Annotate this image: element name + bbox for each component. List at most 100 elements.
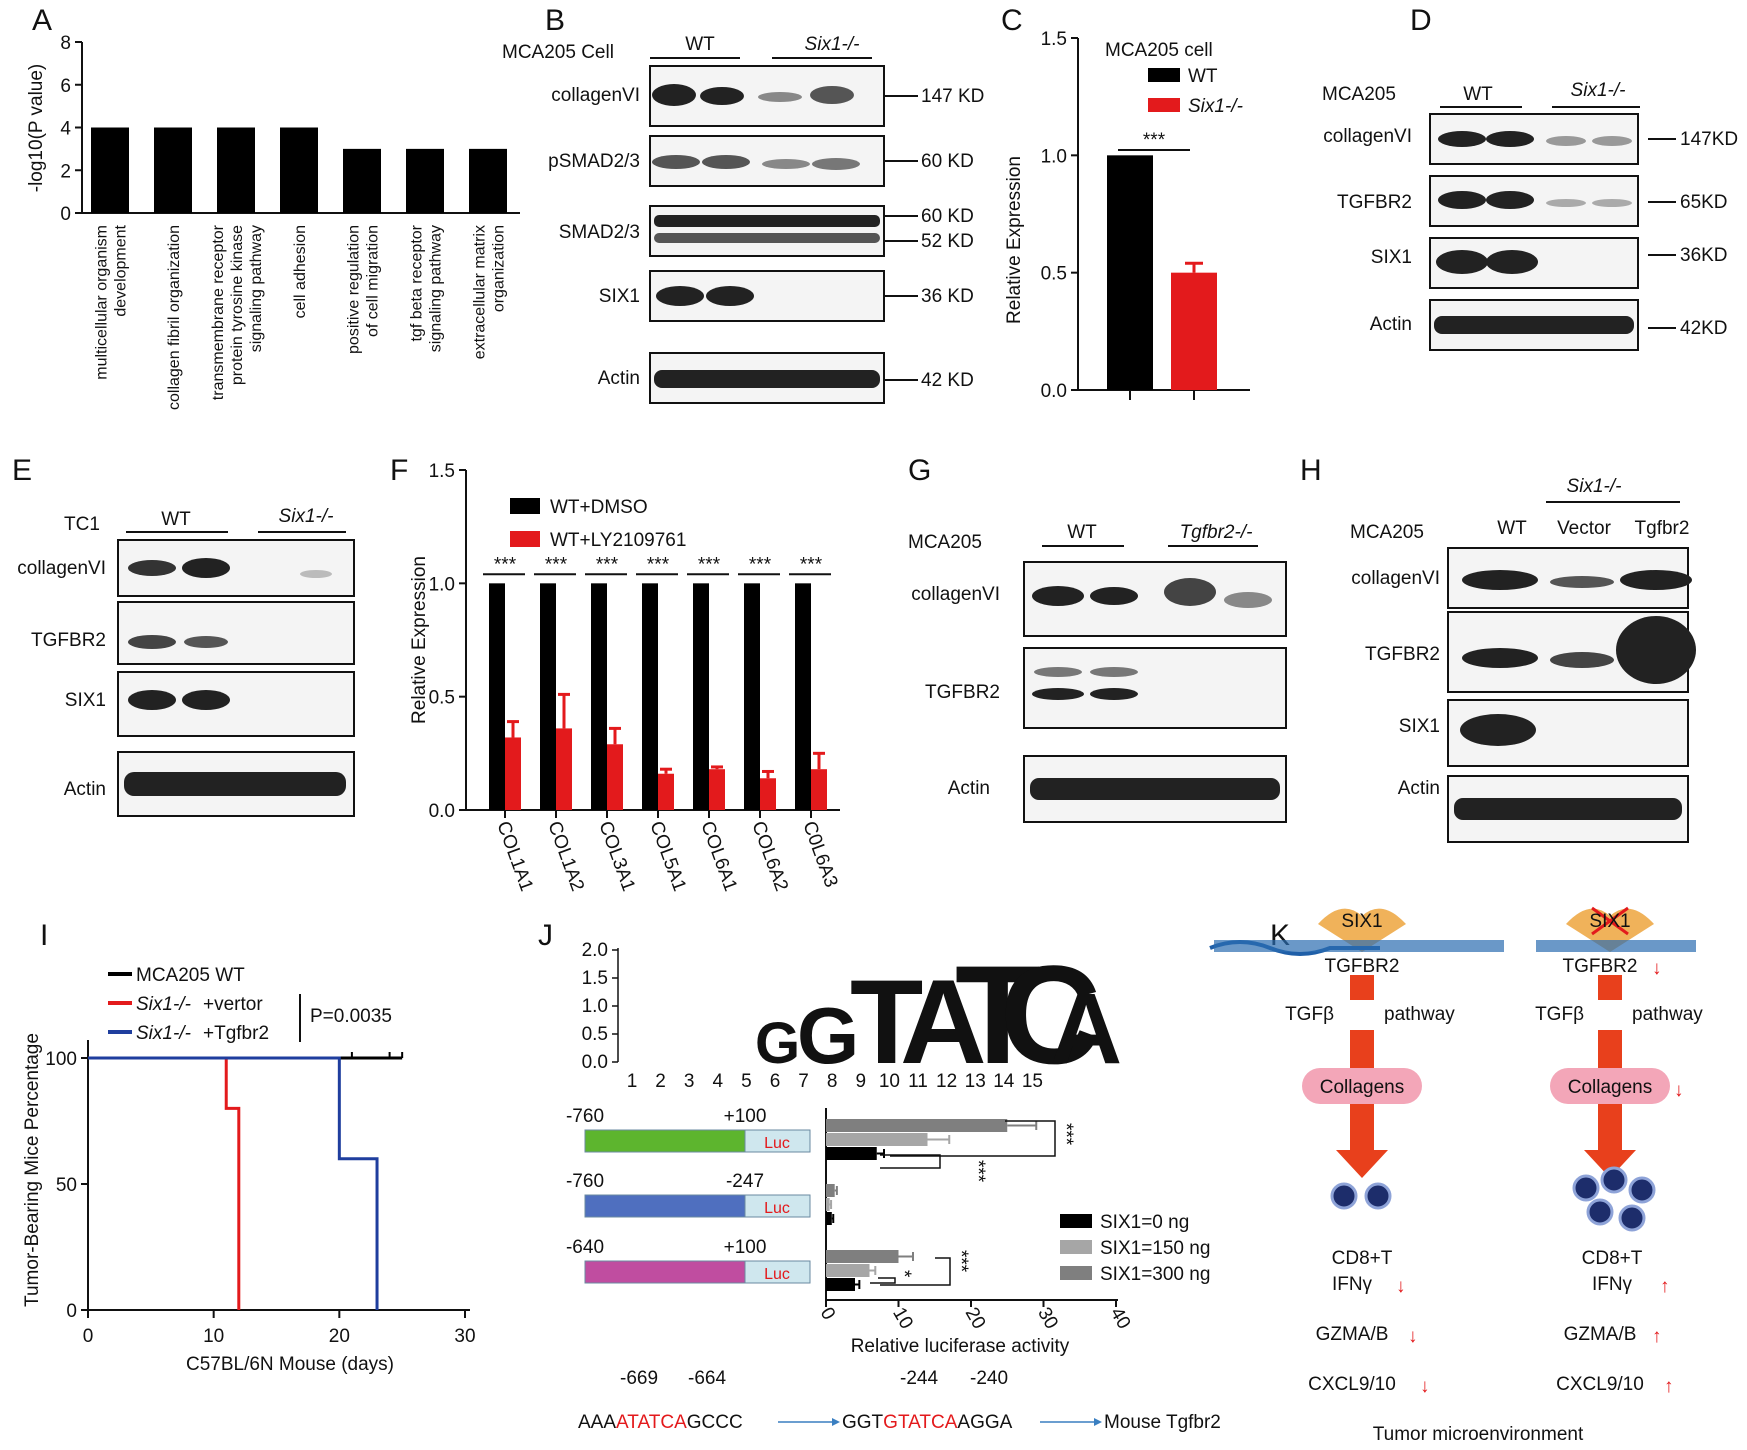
- panel-f-y-label: Relative Expression: [409, 556, 430, 724]
- panel-letter-h: H: [1300, 454, 1322, 487]
- panel-letter-j: J: [538, 919, 553, 952]
- construct-end: +100: [724, 1237, 767, 1258]
- seq-pos-2b: -240: [970, 1368, 1008, 1389]
- blot-e-row-1: collagenVI: [17, 558, 106, 579]
- construct-start: -640: [566, 1237, 604, 1258]
- legend-c-label-2: Six1-/-: [1188, 96, 1243, 117]
- logo-position-label: 11: [908, 1071, 928, 1092]
- construct-luc-label: Luc: [764, 1266, 790, 1283]
- panel-a-category-label: tgf beta receptor signaling pathway: [409, 224, 445, 352]
- logo-position-label: 14: [993, 1071, 1015, 1092]
- k-cxcl-right: CXCL9/10: [1556, 1374, 1644, 1395]
- panel-j-xtick-label: 40: [1106, 1304, 1135, 1333]
- panel-f-bar: [744, 583, 760, 810]
- logo-position-label: 15: [1022, 1071, 1043, 1092]
- panel-a-ytick-label: 2: [60, 161, 71, 182]
- panel-j-xtick-label: 10: [888, 1304, 917, 1333]
- panel-letter-b: B: [545, 4, 565, 37]
- panel-f-sig: ***: [596, 554, 619, 575]
- panel-h-western-blot: Six1-/- MCA205 WT Vector Tgfbr2 collagen…: [1350, 476, 1696, 843]
- panel-c-significance: ***: [1143, 130, 1166, 151]
- k-cd8-left: CD8+T: [1332, 1248, 1393, 1269]
- panel-c-bar: [1107, 155, 1153, 390]
- panel-j-bar: [826, 1119, 1008, 1132]
- panel-i-series-line: [88, 1056, 241, 1310]
- blot-b-kd-1: 147 KD: [921, 86, 984, 107]
- logo-position-label: 8: [827, 1071, 838, 1092]
- panel-a-bar: [280, 127, 318, 213]
- construct-promoter: [584, 1260, 746, 1284]
- panel-a-category-line: of cell migration: [365, 225, 382, 337]
- legend-f-label-2: WT+LY2109761: [550, 530, 686, 551]
- k-arrow-down-3: ↓: [1420, 1376, 1430, 1397]
- construct-promoter: [584, 1194, 746, 1218]
- panel-a-category-line: collagen fibril organization: [166, 225, 183, 410]
- legend-f-swatch-2: [510, 531, 540, 547]
- construct-luc-label: Luc: [764, 1135, 790, 1152]
- k-gzm-right: GZMA/B: [1564, 1324, 1637, 1345]
- panel-a-bar: [91, 127, 129, 213]
- panel-j-bar: [826, 1147, 877, 1160]
- panel-f-bar: [489, 583, 505, 810]
- panel-i-x-label: C57BL/6N Mouse (days): [186, 1354, 394, 1375]
- k-pathway-left-a: TGFβ: [1285, 1004, 1334, 1025]
- panel-a-category-line: signaling pathway: [428, 225, 445, 352]
- blot-d-row-3: SIX1: [1371, 247, 1412, 268]
- blot-b-kd-5: 36 KD: [921, 286, 974, 307]
- blot-e-row-3: SIX1: [65, 690, 106, 711]
- seq-pos-2a: -244: [900, 1368, 938, 1389]
- construct-luc: [744, 1129, 811, 1153]
- blot-h-header: MCA205: [1350, 522, 1424, 543]
- legend-j-label-3: SIX1=300 ng: [1100, 1264, 1210, 1285]
- panel-a-ytick-label: 0: [60, 204, 71, 225]
- k-gene-left: TGFBR2: [1325, 956, 1400, 977]
- blot-g-group-ko: Tgfbr2-/-: [1180, 522, 1253, 543]
- panel-f-bar: [540, 583, 556, 810]
- k-pathway-right-a: TGFβ: [1535, 1004, 1584, 1025]
- blot-h-row-2: TGFBR2: [1365, 644, 1440, 665]
- panel-j-bar: [826, 1133, 928, 1146]
- panel-a-bar-chart: -log10(P value) 0 2 4 6 8 multicellular orga…: [26, 33, 520, 410]
- panel-a-category-label: extracellular matrix organization: [472, 225, 508, 359]
- panel-a-ytick-label: 4: [60, 119, 71, 140]
- logo-letter-a1: A: [900, 955, 987, 1089]
- panel-g-western-blot: MCA205 WT Tgfbr2-/- collagenVI TGFBR2 Ac…: [908, 522, 1287, 823]
- k-footer: Tumor microenvironment: [1373, 1424, 1584, 1445]
- panel-f-category-label: C0L6A3: [798, 819, 841, 891]
- panel-f-category-label: COL5A1: [645, 819, 690, 895]
- panel-letter-c: C: [1001, 4, 1023, 37]
- sequence-logo: G G T A T C A: [755, 936, 1122, 1093]
- legend-f-label-1: WT+DMSO: [550, 497, 648, 518]
- legend-c-swatch-1: [1148, 68, 1180, 82]
- panel-f-category-label: COL1A2: [543, 819, 588, 895]
- panel-f-category-label: COL6A2: [747, 819, 792, 895]
- panel-k-diagram: SIX1 TGFBR2 TGFβ pathway Collagens CD8+T…: [1209, 906, 1703, 1445]
- k-cd8-right: CD8+T: [1582, 1248, 1643, 1269]
- k-gene-right: TGFBR2: [1563, 956, 1638, 977]
- blot-b-kd-4: 52 KD: [921, 231, 974, 252]
- panel-letter-i: I: [40, 919, 48, 952]
- construct-promoter: [584, 1129, 746, 1153]
- k-ifn-right: IFNγ: [1592, 1274, 1633, 1295]
- panel-a-bar: [343, 148, 381, 213]
- panel-a-category-line: transmembrane receptor: [210, 224, 227, 400]
- panel-i-y-label: Tumor-Bearing Mice Percentage: [22, 1033, 43, 1307]
- legend-c-label-1: WT: [1188, 66, 1218, 87]
- blot-e-row-2: TGFBR2: [31, 630, 106, 651]
- legend-i-label-1: MCA205 WT: [136, 965, 245, 986]
- logo-letter-t2: T: [955, 936, 1041, 1093]
- blot-h-group-vector: Vector: [1557, 518, 1612, 539]
- blot-b-group-ko: Six1-/-: [805, 34, 860, 55]
- blot-b-header: MCA205 Cell: [502, 42, 614, 63]
- legend-i-label-3: +Tgfbr2: [203, 1023, 269, 1044]
- blot-e-group-wt: WT: [161, 509, 191, 530]
- seq-pos-1b: -664: [688, 1368, 726, 1389]
- k-gzm-left: GZMA/B: [1316, 1324, 1389, 1345]
- panel-j-luciferase: 0.00.51.01.52.0 1 2 3 4 5 6 7 8 9 10 11 12 13 14 15 G …: [566, 936, 1221, 1433]
- panel-f-bar-chart: Relative Expression 0.0 0.5 1.0 1.5 *** *** *…: [409, 461, 842, 894]
- panel-a-category-line: multicellular organism: [94, 225, 111, 380]
- blot-g-row-3: Actin: [948, 778, 990, 799]
- k-arrow-down-1: ↓: [1396, 1276, 1406, 1297]
- panel-a-category-line: protein tyrosine kinase: [229, 225, 246, 385]
- panel-f-bar: [693, 583, 709, 810]
